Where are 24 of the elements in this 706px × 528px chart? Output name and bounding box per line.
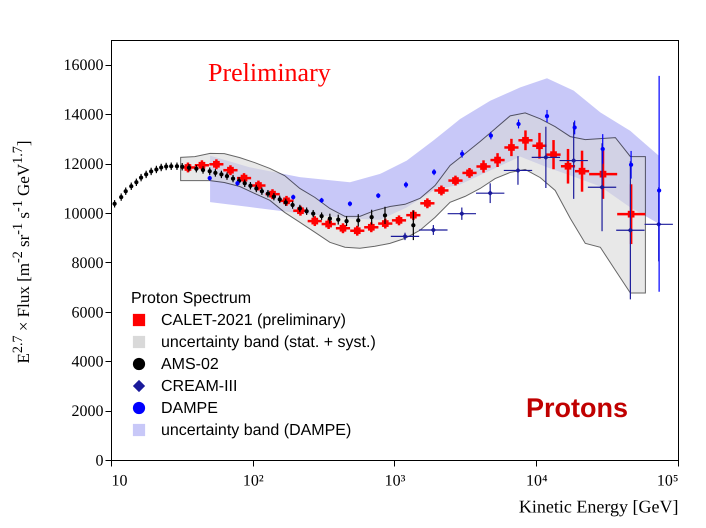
y-tick-label: 0 (96, 452, 104, 470)
y-tick-label: 2000 (72, 403, 104, 420)
x-tick-label: 10² (242, 472, 264, 490)
x-tick-label: 10⁴ (526, 472, 548, 490)
y-tick-label: 4000 (72, 354, 104, 371)
legend-label: AMS-02 (161, 356, 219, 373)
legend-label: CREAM-III (161, 378, 238, 395)
y-tick-label: 10000 (64, 205, 104, 222)
legend-label: uncertainty band (DAMPE) (161, 422, 352, 439)
y-tick-label: 6000 (72, 304, 104, 322)
legend-label: CALET-2021 (preliminary) (161, 312, 346, 329)
x-axis-title: Kinetic Energy [GeV] (518, 496, 678, 516)
x-tick-label: 10⁵ (656, 472, 678, 490)
y-tick-label: 8000 (72, 254, 104, 272)
annotation: Preliminary (208, 58, 331, 88)
legend-label: uncertainty band (stat. + syst.) (161, 334, 376, 351)
y-tick-label: 12000 (64, 156, 104, 174)
y-tick-label: 14000 (64, 106, 104, 124)
x-tick-label: 10 (112, 472, 128, 490)
x-tick-label: 10³ (384, 472, 406, 490)
y-tick-label: 16000 (64, 57, 104, 74)
legend-title: Proton Spectrum (131, 290, 252, 307)
legend-label: DAMPE (161, 400, 218, 417)
annotation: Protons (526, 393, 628, 424)
